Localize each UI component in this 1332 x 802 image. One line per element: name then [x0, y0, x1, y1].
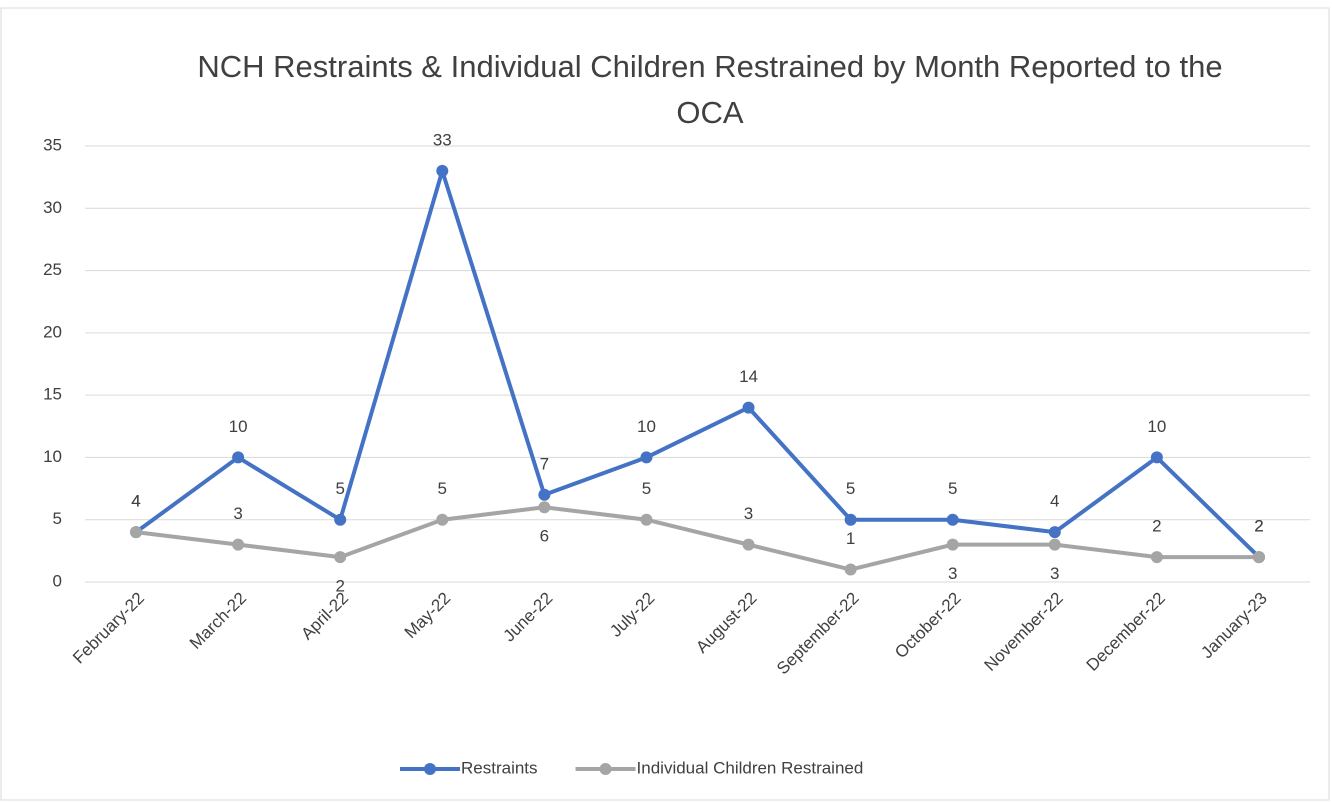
data-point: [1150, 551, 1163, 564]
data-label: 5: [948, 479, 957, 498]
data-label: 10: [637, 417, 656, 436]
x-tick-label: January-23: [1197, 589, 1271, 663]
data-point: [640, 513, 653, 526]
chart-border: [0, 7, 1330, 801]
y-tick-label: 0: [53, 571, 62, 590]
data-label: 14: [739, 367, 758, 386]
data-point: [334, 513, 347, 526]
data-label: 3: [948, 564, 957, 583]
x-tick-label: July-22: [606, 589, 658, 641]
data-label: 2: [335, 577, 344, 596]
data-point: [436, 164, 449, 177]
data-label: 3: [744, 504, 753, 523]
data-point: [334, 551, 347, 564]
data-label: 5: [846, 479, 855, 498]
data-point: [946, 513, 959, 526]
series-line: [135, 505, 1259, 572]
data-point: [232, 538, 245, 551]
data-point: [1048, 526, 1061, 539]
x-tick-label: May-22: [401, 589, 455, 643]
y-tick-label: 10: [43, 447, 62, 466]
data-point: [538, 501, 551, 514]
data-point: [844, 563, 857, 576]
legend-label: Individual Children Restrained: [637, 758, 864, 777]
data-label: 4: [131, 492, 140, 511]
data-point: [130, 526, 143, 539]
data-point: [436, 513, 449, 526]
y-tick-label: 5: [53, 509, 62, 528]
data-label: 7: [540, 454, 549, 473]
x-tick-label: April-22: [297, 589, 352, 644]
data-label: 2: [1254, 517, 1263, 536]
legend-label: Restraints: [461, 758, 538, 777]
data-point: [742, 401, 755, 414]
data-label: 3: [233, 504, 242, 523]
chart-title: NCH Restraints & Individual Children Res…: [197, 49, 1223, 130]
x-tick-label: February-22: [69, 589, 148, 668]
x-tick-label: June-22: [499, 589, 556, 646]
x-tick-label: December-22: [1083, 589, 1169, 675]
y-tick-label: 15: [43, 385, 62, 404]
data-label: 3: [1050, 564, 1059, 583]
y-tick-label: 25: [43, 260, 62, 279]
x-tick-label: September-22: [773, 589, 863, 679]
data-point: [742, 538, 755, 551]
legend-marker: [599, 763, 612, 775]
data-label: 33: [433, 130, 452, 149]
data-label: 10: [229, 417, 248, 436]
data-label: 5: [438, 479, 447, 498]
data-label: 2: [1254, 517, 1263, 536]
data-point: [538, 488, 551, 501]
data-label: 5: [335, 479, 344, 498]
y-tick-label: 35: [43, 135, 62, 154]
data-point: [232, 451, 245, 464]
data-point: [1048, 538, 1061, 551]
data-point: [1252, 551, 1265, 564]
x-tick-label: November-22: [981, 589, 1067, 675]
x-tick-label: March-22: [186, 589, 250, 653]
y-tick-label: 30: [43, 198, 62, 217]
data-point: [1150, 451, 1163, 464]
legend-marker: [424, 763, 436, 775]
data-point: [640, 451, 653, 464]
data-label: 10: [1147, 417, 1166, 436]
data-label: 4: [131, 492, 140, 511]
data-point: [844, 513, 857, 526]
x-tick-label: August-22: [692, 589, 760, 657]
y-tick-label: 20: [43, 322, 62, 341]
data-label: 4: [1050, 492, 1059, 511]
data-label: 5: [642, 479, 651, 498]
data-label: 6: [540, 527, 549, 546]
series-line: [134, 168, 1261, 559]
data-point: [946, 538, 959, 551]
data-label: 2: [1152, 517, 1161, 536]
data-label: 1: [846, 529, 855, 548]
x-tick-label: October-22: [891, 589, 965, 663]
